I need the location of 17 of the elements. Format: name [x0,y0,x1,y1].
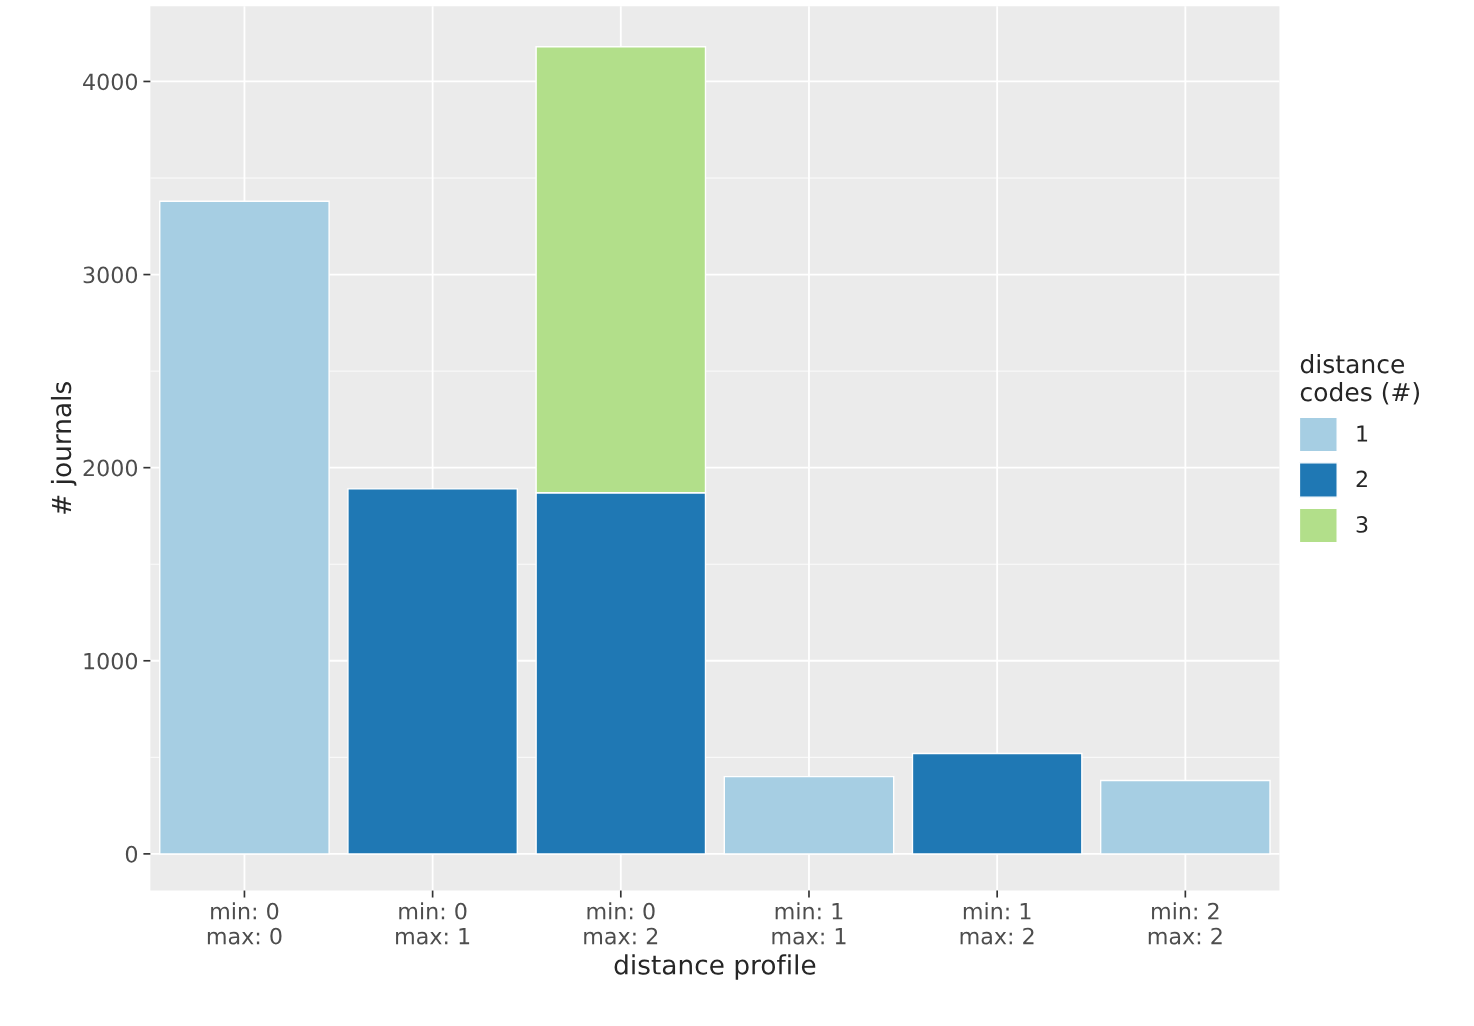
y-tick-label: 2000 [83,459,138,477]
legend-label: 3 [1356,516,1368,533]
x-tick-label: min: 0 max: 0 [207,902,282,945]
x-tick-label: min: 0 max: 1 [396,902,470,945]
y-tick-label: 0 [125,845,138,863]
x-tick-label: min: 0 max: 2 [584,902,658,945]
y-axis-title: # journals [50,382,77,514]
legend-label: 2 [1356,470,1367,488]
x-tick-label: min: 1 max: 1 [772,902,846,945]
y-tick-label: 1000 [84,652,138,670]
x-tick-label: min: 1 max: 2 [960,902,1034,945]
x-tick-label: min: 2 max: 2 [1148,902,1222,945]
y-tick-label: 4000 [83,73,138,91]
x-axis-title: distance profile [614,954,816,980]
legend-title: distance codes (#) [1300,354,1419,405]
legend-label: 1 [1357,425,1368,442]
y-tick-label: 3000 [83,266,138,284]
